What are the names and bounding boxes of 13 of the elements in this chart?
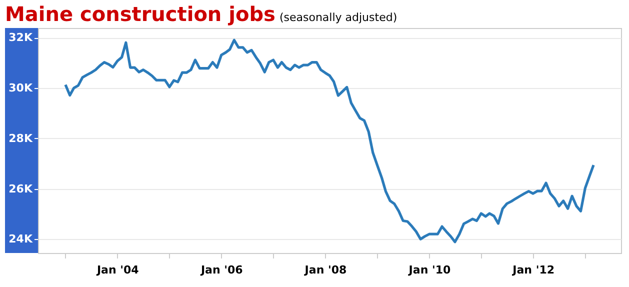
x-tick-label: Jan '08 <box>304 264 347 276</box>
chart-title: Maine construction jobs <box>5 2 276 26</box>
y-tick-label: 28K <box>8 132 33 145</box>
chart-subtitle: (seasonally adjusted) <box>279 11 398 24</box>
x-tick-label: Jan '04 <box>96 264 140 276</box>
y-tick-label: 32K <box>8 31 33 44</box>
x-tick-label: Jan '10 <box>408 264 451 276</box>
line-series <box>64 38 595 244</box>
x-tick-label: Jan '12 <box>512 264 555 276</box>
y-tick-label: 24K <box>8 232 33 246</box>
x-tick-label: Jan '06 <box>200 264 244 276</box>
y-tick-label: 26K <box>8 182 33 196</box>
y-tick-label: 30K <box>8 81 33 94</box>
